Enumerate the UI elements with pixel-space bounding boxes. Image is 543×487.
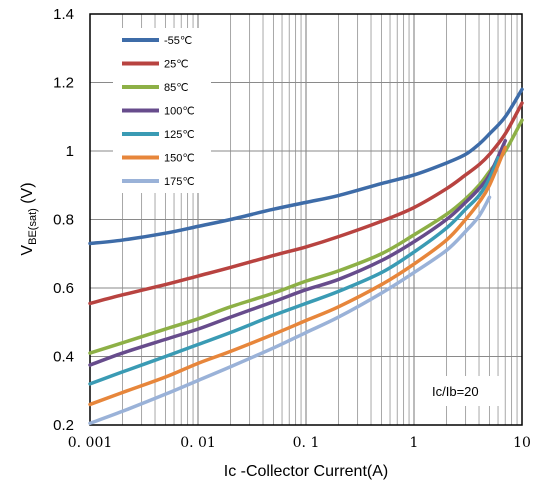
legend-label: 25℃ — [164, 59, 189, 71]
y-tick-label: 0.4 — [53, 349, 74, 366]
series-line-2 — [88, 101, 524, 306]
series-layer — [88, 87, 524, 426]
legend-label: 85℃ — [164, 82, 189, 94]
plot-area-frame — [89, 13, 523, 426]
legend-label: 100℃ — [164, 106, 195, 118]
x-tick-labels: 0. 001 0. 01 0. 1 1 10 — [68, 435, 531, 451]
series-line-5 — [88, 156, 500, 386]
y-tick-label: 0.8 — [53, 212, 74, 229]
series-line-6 — [88, 145, 508, 407]
y-tick-label: 1 — [66, 143, 74, 160]
series-line-1 — [88, 87, 524, 246]
legend-label: 175℃ — [164, 176, 195, 188]
legend-label: 125℃ — [164, 129, 195, 141]
y-tick-label: 1.2 — [53, 75, 74, 92]
series-line-4 — [88, 138, 508, 367]
legend-label: -55℃ — [164, 35, 192, 47]
legend: -55℃ 25℃ 85℃ 100℃ 125℃ 150℃ 175℃ — [113, 28, 211, 193]
x-tick-label: 1 — [410, 435, 419, 451]
x-tick-label: 0. 1 — [293, 435, 320, 451]
series-line-7 — [88, 195, 492, 426]
x-tick-label: 10 — [513, 435, 531, 451]
y-tick-label: 0.2 — [53, 417, 74, 434]
annotation-ic-ib: Ic/Ib=20 — [432, 384, 479, 399]
legend-label: 150℃ — [164, 153, 195, 165]
x-axis-title: Ic -Collector Current(A) — [224, 463, 388, 480]
y-tick-label: 1.4 — [53, 6, 74, 23]
y-tick-labels: 0.2 0.4 0.6 0.8 1 1.2 1.4 — [53, 6, 74, 434]
y-axis-title-unit: (V) — [19, 182, 36, 208]
x-tick-label: 0. 01 — [180, 435, 216, 451]
y-axis-title: VBE(sat) (V) — [19, 182, 39, 255]
y-axis-title-main: V — [19, 245, 36, 256]
annotation-box: Ic/Ib=20 — [423, 376, 501, 406]
x-tick-label: 0. 001 — [68, 435, 113, 451]
y-tick-label: 0.6 — [53, 280, 74, 297]
series-line-3 — [88, 118, 524, 355]
y-axis-title-sub: BE(sat) — [27, 208, 39, 245]
